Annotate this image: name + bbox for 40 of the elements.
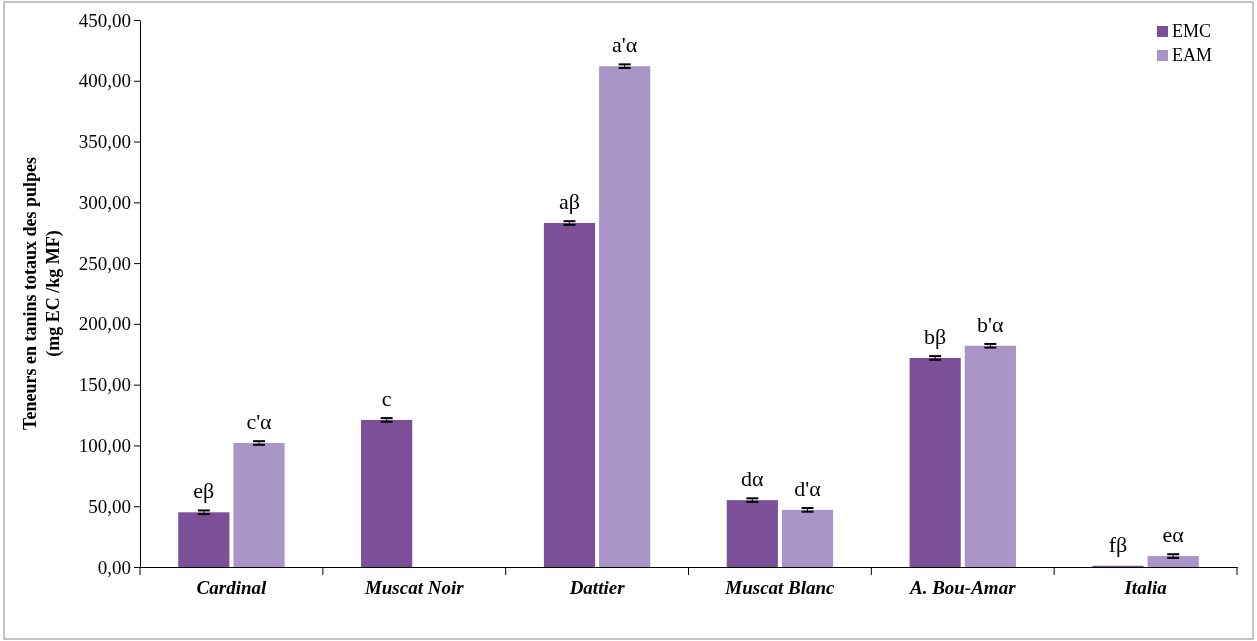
annotation: eα bbox=[1162, 522, 1185, 548]
x-tick-label: Dattier bbox=[568, 577, 626, 599]
annotation: d'α bbox=[794, 475, 822, 501]
y-tick-label: 50,00 bbox=[88, 495, 131, 517]
y-tick-label: 450,00 bbox=[78, 9, 131, 31]
y-tick-label: 200,00 bbox=[78, 313, 131, 335]
y-tick-label: 250,00 bbox=[78, 252, 131, 274]
annotation: aβ bbox=[559, 189, 580, 214]
annotation: dα bbox=[741, 466, 765, 492]
y-tick-label: 350,00 bbox=[78, 131, 131, 153]
annotation: c'α bbox=[246, 409, 273, 435]
y-tick-label: 300,00 bbox=[78, 191, 131, 213]
bar bbox=[726, 500, 778, 567]
annotation: fβ bbox=[1108, 531, 1128, 557]
annotation: a'α bbox=[612, 32, 638, 58]
annotation: bβ bbox=[924, 323, 947, 349]
annotation: eβ bbox=[193, 478, 215, 504]
bar bbox=[233, 443, 285, 567]
bar bbox=[781, 509, 834, 567]
y-tick-label: 0,00 bbox=[97, 556, 131, 578]
y-axis-title: Teneurs en tanins totaux des pulpes (mg EC /kg MF) bbox=[20, 157, 64, 430]
bar bbox=[1147, 556, 1199, 567]
y-tick-label: 400,00 bbox=[78, 70, 131, 92]
legend-label: EMC bbox=[1172, 21, 1212, 41]
y-tick-label: 150,00 bbox=[78, 374, 131, 396]
bar bbox=[543, 223, 596, 567]
x-tick-label: A. Bou-Amar bbox=[908, 577, 1017, 599]
bar bbox=[361, 419, 413, 567]
y-tick-label: 100,00 bbox=[78, 435, 131, 457]
legend-label: EAM bbox=[1172, 45, 1212, 65]
bar bbox=[964, 345, 1016, 567]
x-tick-label: Muscat Blanc bbox=[724, 577, 836, 599]
x-tick-label: Italia bbox=[1123, 577, 1168, 599]
annotation: b'α bbox=[977, 311, 1005, 337]
x-tick-label: Cardinal bbox=[196, 577, 267, 599]
bar bbox=[178, 512, 230, 567]
bar bbox=[599, 66, 651, 567]
x-tick-label: Muscat Noir bbox=[363, 577, 465, 599]
annotation: c bbox=[381, 385, 392, 411]
bar bbox=[909, 357, 961, 567]
